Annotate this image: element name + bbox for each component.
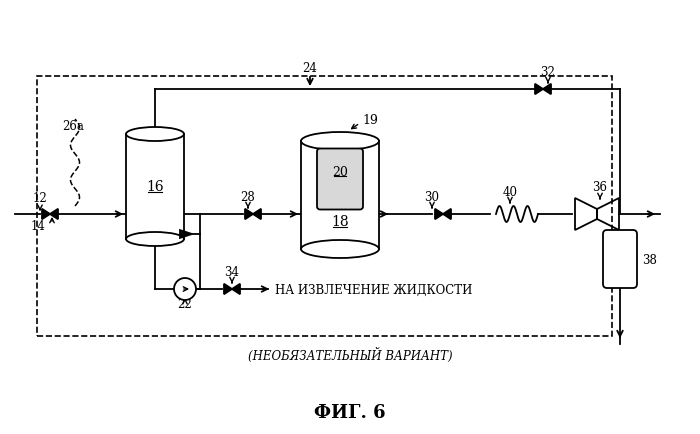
Text: 32: 32 xyxy=(540,66,555,79)
Text: 18: 18 xyxy=(331,214,349,228)
Text: 36: 36 xyxy=(592,181,608,194)
Polygon shape xyxy=(245,209,253,220)
Polygon shape xyxy=(253,209,261,220)
Bar xyxy=(301,141,379,250)
Text: 12: 12 xyxy=(33,191,48,204)
Text: 26a: 26a xyxy=(62,120,84,133)
Circle shape xyxy=(174,278,196,300)
Polygon shape xyxy=(435,209,443,220)
Ellipse shape xyxy=(126,128,184,141)
Polygon shape xyxy=(232,284,240,295)
Polygon shape xyxy=(42,209,50,220)
Text: ФИГ. 6: ФИГ. 6 xyxy=(314,403,386,421)
Text: НА ИЗВЛЕЧЕНИЕ ЖИДКОСТИ: НА ИЗВЛЕЧЕНИЕ ЖИДКОСТИ xyxy=(275,283,473,296)
Text: 24: 24 xyxy=(302,62,317,75)
Text: 16: 16 xyxy=(146,180,164,194)
Polygon shape xyxy=(535,85,543,95)
Text: 38: 38 xyxy=(642,253,657,266)
Polygon shape xyxy=(224,284,232,295)
Text: 22: 22 xyxy=(178,297,193,310)
Text: 30: 30 xyxy=(424,191,440,204)
Polygon shape xyxy=(50,209,58,220)
Polygon shape xyxy=(543,85,551,95)
Text: 40: 40 xyxy=(503,186,517,198)
Bar xyxy=(37,77,612,336)
Text: 19: 19 xyxy=(362,113,378,126)
Text: 34: 34 xyxy=(225,265,239,278)
Polygon shape xyxy=(180,230,192,238)
Ellipse shape xyxy=(301,133,379,151)
Text: 20: 20 xyxy=(332,165,348,178)
Text: 28: 28 xyxy=(241,191,256,204)
FancyBboxPatch shape xyxy=(317,149,363,210)
Text: (НЕОБЯЗАТЕЛЬНЫЙ ВАРИАНТ): (НЕОБЯЗАТЕЛЬНЫЙ ВАРИАНТ) xyxy=(248,347,452,362)
Polygon shape xyxy=(443,209,451,220)
Ellipse shape xyxy=(126,233,184,247)
Ellipse shape xyxy=(301,240,379,258)
Text: 14: 14 xyxy=(31,220,46,233)
Bar xyxy=(126,135,184,240)
FancyBboxPatch shape xyxy=(603,230,637,288)
